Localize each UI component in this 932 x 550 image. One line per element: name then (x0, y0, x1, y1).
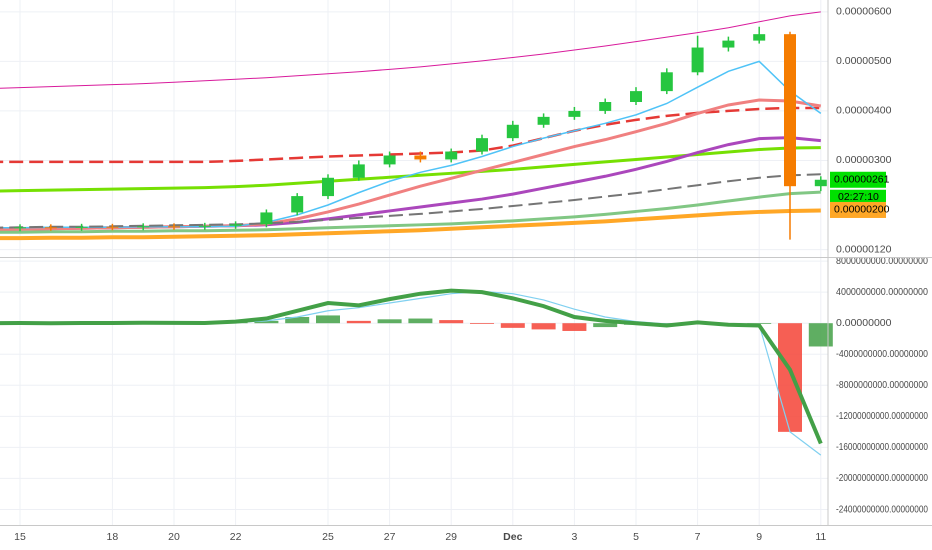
price-marker (830, 171, 886, 188)
candle-body (722, 40, 735, 48)
histogram-bar (377, 319, 402, 324)
y-tick-label: 0.00000600 (836, 6, 892, 18)
y-tick-label: -16000000000.00000000 (836, 441, 928, 453)
candle-body (660, 72, 673, 92)
y-tick-label: 0.00000000 (836, 317, 892, 329)
candle-body (691, 47, 704, 73)
candle-body (753, 34, 766, 41)
candle-body (537, 116, 550, 125)
candle-body (599, 102, 612, 111)
candle-body (291, 196, 304, 213)
x-tick-label: 25 (322, 531, 334, 543)
candle-body (168, 226, 180, 228)
countdown-label: 02:27:10 (838, 191, 879, 203)
candle-body (630, 91, 642, 103)
histogram-bar (808, 323, 833, 347)
x-tick-label: Dec (503, 531, 522, 543)
candle-body (506, 124, 519, 139)
x-tick-label: 20 (168, 531, 180, 543)
x-tick-label: 7 (695, 531, 701, 543)
x-tick-label: 18 (107, 531, 119, 543)
candle-body (784, 34, 796, 187)
indicator-line (0, 60, 822, 229)
x-tick-label: 22 (230, 531, 242, 543)
indicator-line (0, 190, 821, 234)
y-tick-label: -8000000000.00000000 (836, 379, 928, 391)
candle-body (414, 155, 427, 160)
x-tick-label: 11 (815, 531, 826, 543)
y-tick-label: 4000000000.00000000 (836, 286, 928, 298)
candle-body (44, 227, 57, 229)
histogram-bar (346, 320, 371, 324)
x-tick-label: 5 (633, 531, 639, 543)
price-marker-label: 0.00000261 (834, 174, 890, 186)
price-marker (830, 201, 886, 218)
candle-body (229, 224, 242, 226)
y-tick-label: 0.00000400 (836, 105, 892, 117)
histogram-bar (470, 323, 494, 324)
histogram-bar (316, 315, 340, 324)
candle-body (137, 226, 150, 228)
histogram-bar (254, 320, 279, 324)
y-tick-label: -4000000000.00000000 (836, 348, 928, 360)
y-tick-label: 0.00000500 (836, 55, 892, 67)
x-tick-label: 27 (384, 531, 396, 543)
y-tick-label: -12000000000.00000000 (836, 410, 928, 422)
y-tick-label: -20000000000.00000000 (836, 472, 928, 484)
candle-body (445, 151, 458, 160)
y-tick-label: 8000000000.00000000 (836, 255, 928, 267)
candle-body (75, 226, 88, 228)
candle-body (476, 138, 488, 152)
histogram-bar (562, 323, 587, 331)
histogram-bar (408, 318, 433, 324)
histogram-bar (285, 316, 310, 324)
candle-body (322, 177, 334, 197)
indicator-line (0, 11, 821, 89)
candle-body (198, 225, 211, 227)
y-tick-label: 0.00000300 (836, 154, 892, 166)
y-tick-label: 0.00000120 (836, 243, 892, 255)
candle-body (383, 155, 396, 165)
histogram-bar (439, 320, 464, 324)
countdown-box (830, 189, 886, 205)
histogram-bar (778, 323, 802, 432)
candle-body (568, 110, 581, 117)
candle-body (260, 212, 273, 225)
x-tick-label: 9 (756, 531, 762, 543)
price-marker-label: 0.00000200 (834, 204, 890, 216)
candle-body (814, 179, 827, 187)
macd-line (0, 288, 823, 445)
y-tick-label: -24000000000.00000000 (836, 503, 928, 515)
x-tick-label: 3 (571, 531, 577, 543)
candle-body (14, 227, 26, 229)
histogram-bar (500, 323, 525, 328)
histogram-bar (593, 323, 618, 328)
candle-body (352, 164, 365, 178)
histogram-bar (531, 323, 556, 330)
x-tick-label: 15 (14, 531, 26, 543)
x-tick-label: 29 (445, 531, 457, 543)
indicator-line (0, 208, 821, 241)
candle-body (106, 226, 119, 228)
